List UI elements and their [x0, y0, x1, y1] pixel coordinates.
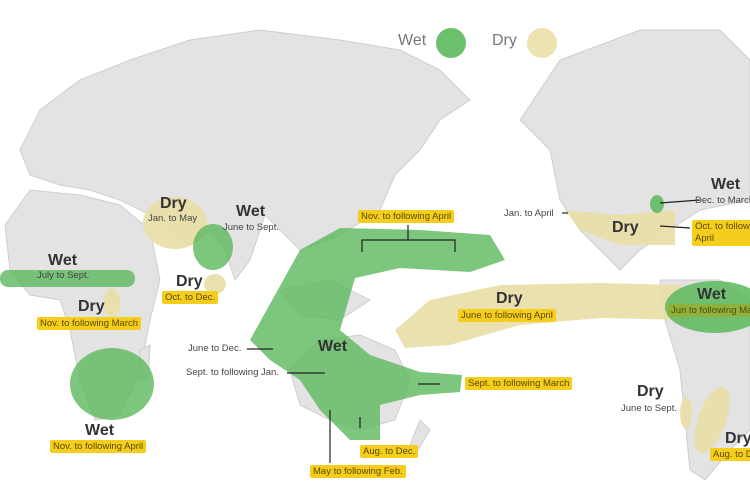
- region-type-label: Dry: [612, 219, 639, 236]
- region-period-label: June to Sept.: [223, 222, 279, 233]
- region-period-label: Aug. to Dec.: [710, 448, 750, 461]
- legend-dry-swatch: [527, 28, 557, 58]
- region-type-label: Wet: [697, 286, 727, 303]
- region-period-label: June to Sept.: [621, 403, 677, 414]
- region-type-label: Dry: [78, 298, 105, 315]
- dry-region-argentina: [694, 386, 730, 454]
- region-period-label: Jun to following March: [668, 304, 750, 317]
- wet-region-sahel: [0, 270, 135, 287]
- region-type-label: Dry: [160, 195, 187, 212]
- region-period-label: Oct. to following April: [692, 220, 750, 246]
- region-type-label: Wet: [711, 176, 741, 193]
- region-period-label: July to Sept.: [37, 270, 90, 281]
- region-period-label: June to Dec.: [188, 343, 242, 354]
- region-period-label: Sept. to following March: [465, 377, 573, 390]
- wet-region-southern-africa: [70, 348, 154, 420]
- region-period-label: June to following April: [458, 309, 556, 322]
- region-type-label: Wet: [318, 338, 348, 355]
- wet-region-eastern-us: [650, 195, 664, 213]
- leader-lines: [247, 199, 701, 463]
- region-type-label: Dry: [176, 273, 203, 290]
- region-period-label: Nov. to following April: [50, 440, 147, 453]
- legend-wet-label: Wet: [398, 32, 427, 49]
- dry-region-central-asia: [143, 197, 207, 249]
- region-period-label: May to following Feb.: [310, 465, 406, 478]
- region-period-label: Nov. to following March: [37, 317, 142, 330]
- dry-region-east-africa: [104, 288, 120, 318]
- region-type-label: Wet: [48, 252, 78, 269]
- legend-wet-swatch: [436, 28, 466, 58]
- region-type-label: Wet: [85, 422, 115, 439]
- region-type-label: Wet: [236, 203, 266, 220]
- region-type-label: Dry: [496, 290, 523, 307]
- region-period-label: Sept. to following Jan.: [186, 367, 279, 378]
- region-period-label: Dec. to March: [695, 195, 750, 206]
- dry-region-chile: [680, 397, 692, 429]
- region-type-label: Dry: [637, 383, 664, 400]
- region-period-label: Oct. to Dec.: [162, 291, 219, 304]
- region-period-label: Nov. to following April: [358, 210, 455, 223]
- region-period-label: Jan. to April: [504, 208, 554, 219]
- wet-region-india: [193, 224, 233, 270]
- region-period-label: Jan. to May: [148, 213, 198, 224]
- dry-region-southern-us: [565, 210, 675, 245]
- region-period-label: Aug. to Dec.: [360, 445, 419, 458]
- region-type-label: Dry: [725, 430, 750, 447]
- wet-region-maritime-australia: [250, 228, 505, 440]
- dry-region-sri-lanka: [204, 274, 226, 294]
- legend-dry-label: Dry: [492, 32, 517, 49]
